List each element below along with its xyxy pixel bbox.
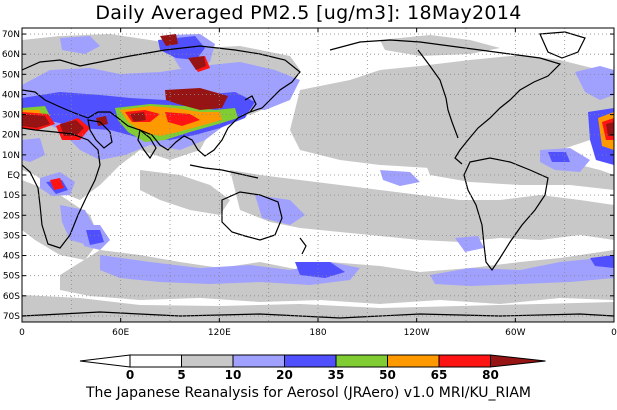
gridlines bbox=[22, 28, 614, 322]
colorbar-label: 65 bbox=[431, 368, 448, 382]
colorbar: 0 5 10 20 35 50 65 80 bbox=[79, 354, 546, 382]
lat-label: 20N bbox=[2, 131, 20, 141]
colorbar-label: 10 bbox=[225, 368, 242, 382]
lon-label: 0 bbox=[611, 328, 617, 338]
south-america-coastline bbox=[463, 157, 549, 272]
lon-label: 60W bbox=[505, 328, 525, 338]
colorbar-segment bbox=[181, 354, 234, 368]
credit-line: The Japanese Reanalysis for Aerosol (JRA… bbox=[85, 385, 532, 401]
colorbar-label: 0 bbox=[126, 368, 134, 382]
lat-label: 10S bbox=[3, 191, 20, 201]
lat-label: 70S bbox=[3, 312, 20, 322]
north-america-west-coastline bbox=[417, 49, 459, 139]
africa-coastline bbox=[22, 127, 101, 249]
level-above-80 bbox=[22, 34, 614, 136]
lat-label: 50N bbox=[2, 70, 20, 80]
lat-label: 70N bbox=[2, 30, 20, 40]
lon-label: 120W bbox=[404, 328, 430, 338]
lat-label: 60N bbox=[2, 50, 20, 60]
colorbar-high-arrow bbox=[490, 354, 546, 368]
arabia-coastline bbox=[87, 119, 113, 149]
longitude-axis: 0 60E 120E 180 120W 60W 0 bbox=[19, 28, 617, 338]
lat-label: 60S bbox=[3, 292, 20, 302]
colorbar-label: 20 bbox=[276, 368, 293, 382]
colorbar-segment bbox=[232, 354, 285, 368]
lat-label: EQ bbox=[7, 171, 20, 181]
india-coastline bbox=[137, 128, 157, 160]
coastlines bbox=[22, 31, 614, 319]
lon-label: 60E bbox=[112, 328, 129, 338]
lat-label: 20S bbox=[3, 211, 20, 221]
map-title: Daily Averaged PM2.5 [ug/m3]: 18May2014 bbox=[95, 2, 522, 24]
colorbar-segment bbox=[284, 354, 337, 368]
north-america-coastline bbox=[329, 39, 562, 165]
lon-label: 120E bbox=[208, 328, 231, 338]
australia-coastline bbox=[221, 191, 283, 241]
colorbar-label: 35 bbox=[328, 368, 345, 382]
concentration-field bbox=[22, 28, 614, 322]
japan-coastline bbox=[244, 95, 257, 113]
colorbar-segment bbox=[438, 354, 491, 368]
lat-label: 40N bbox=[2, 90, 20, 100]
eurasia-coastline bbox=[22, 45, 301, 157]
lat-label: 40S bbox=[3, 252, 20, 262]
colorbar-label: 80 bbox=[482, 368, 499, 382]
lat-label: 50S bbox=[3, 272, 20, 282]
colorbar-segment bbox=[387, 354, 440, 368]
new-zealand-coastline bbox=[299, 237, 307, 255]
antarctica-coastline bbox=[22, 311, 614, 319]
lon-label: 180 bbox=[309, 328, 326, 338]
lat-label: 30N bbox=[2, 111, 20, 121]
colorbar-segment bbox=[129, 354, 182, 368]
lat-label: 10N bbox=[2, 151, 20, 161]
lat-label: 30S bbox=[3, 231, 20, 241]
lon-label: 0 bbox=[19, 328, 25, 338]
colorbar-low-arrow bbox=[79, 354, 131, 368]
colorbar-segment bbox=[335, 354, 388, 368]
colorbar-label: 50 bbox=[379, 368, 396, 382]
latitude-axis: 70N 60N 50N 40N 30N 20N 10N EQ 10S 20S 30S 40S 50S 60… bbox=[2, 30, 614, 322]
colorbar-label: 5 bbox=[177, 368, 185, 382]
